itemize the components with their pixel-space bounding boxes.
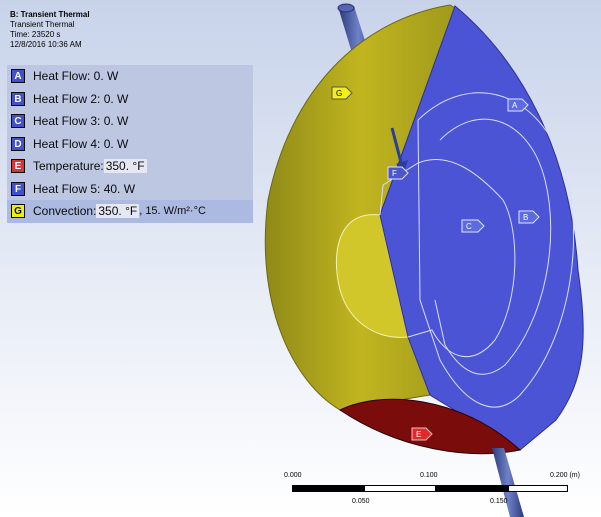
legend-badge-g: G xyxy=(11,204,25,219)
tag-c-label: C xyxy=(466,222,472,231)
tag-c[interactable]: C xyxy=(461,219,485,233)
scale-tick-200: 0.200 (m) xyxy=(550,472,580,479)
section-edges xyxy=(379,92,574,408)
heat-flow-arrow xyxy=(390,127,408,172)
tag-g[interactable]: G xyxy=(331,86,353,100)
legend-item-b[interactable]: B Heat Flow 2: 0. W xyxy=(7,88,253,111)
legend-label-a: Heat Flow: 0. W xyxy=(33,69,119,84)
tag-a[interactable]: A xyxy=(507,98,529,112)
analysis-title: B: Transient Thermal xyxy=(10,10,90,19)
tag-b-label: B xyxy=(523,213,528,222)
legend-label-e: Temperature: xyxy=(33,159,104,174)
convection-shell[interactable] xyxy=(264,4,456,411)
legend-item-e[interactable]: E Temperature: 350. °F xyxy=(7,155,253,178)
temperature-base[interactable] xyxy=(339,398,522,455)
tag-e[interactable]: E xyxy=(411,427,433,441)
legend-item-a[interactable]: A Heat Flow: 0. W xyxy=(7,65,253,88)
cavity-region[interactable] xyxy=(335,214,409,338)
legend-badge-e: E xyxy=(11,159,25,174)
legend-badge-a: A xyxy=(11,69,25,84)
legend-badge-c: C xyxy=(11,114,25,129)
legend-badge-f: F xyxy=(11,181,25,196)
scale-bar: 0.000 0.100 0.200 (m) 0.050 0.150 xyxy=(280,468,580,516)
legend-label-d: Heat Flow 4: 0. W xyxy=(33,136,129,151)
tag-f-label: F xyxy=(392,169,397,178)
scale-segment-3 xyxy=(436,485,508,492)
temperature-value[interactable]: 350. °F xyxy=(103,159,147,174)
tag-b[interactable]: B xyxy=(518,210,540,224)
analysis-time: Time: 23520 s xyxy=(10,30,61,39)
legend-label-b: Heat Flow 2: 0. W xyxy=(33,91,129,106)
legend-label-f: Heat Flow 5: 40. W xyxy=(33,181,136,196)
scale-segment-2 xyxy=(364,485,436,492)
analysis-date: 12/8/2016 10:36 AM xyxy=(10,40,82,49)
legend-item-g[interactable]: G Convection: 350. °F , 15. W/m²·°C xyxy=(7,200,253,223)
analysis-header: B: Transient Thermal Transient Thermal T… xyxy=(10,10,90,50)
scale-tick-150: 0.150 xyxy=(490,498,508,505)
legend-badge-d: D xyxy=(11,136,25,151)
tag-f[interactable]: F xyxy=(387,166,409,180)
scale-segment-4 xyxy=(508,485,568,492)
scale-tick-0: 0.000 xyxy=(284,472,302,479)
analysis-subtitle: Transient Thermal xyxy=(10,20,75,29)
legend-item-d[interactable]: D Heat Flow 4: 0. W xyxy=(7,133,253,156)
convection-temperature-value[interactable]: 350. °F xyxy=(96,204,140,219)
tag-g-label: G xyxy=(336,89,342,98)
legend-item-c[interactable]: C Heat Flow 3: 0. W xyxy=(7,110,253,133)
heat-rod-bottom[interactable] xyxy=(492,448,524,517)
legend-label-g: Convection: xyxy=(33,204,97,219)
scale-tick-50: 0.050 xyxy=(352,498,370,505)
tag-e-label: E xyxy=(416,430,421,439)
scale-tick-100: 0.100 xyxy=(420,472,438,479)
scale-segment-1 xyxy=(292,485,364,492)
boundary-condition-legend: A Heat Flow: 0. W B Heat Flow 2: 0. W C … xyxy=(7,65,253,223)
legend-label-c: Heat Flow 3: 0. W xyxy=(33,114,129,129)
tag-a-label: A xyxy=(512,101,518,110)
convection-coefficient: , 15. W/m²·°C xyxy=(139,205,206,218)
legend-badge-b: B xyxy=(11,91,25,106)
legend-item-f[interactable]: F Heat Flow 5: 40. W xyxy=(7,178,253,201)
